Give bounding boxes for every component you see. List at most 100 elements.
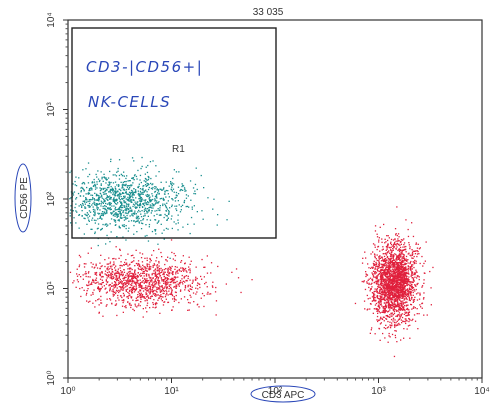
data-point — [125, 263, 127, 265]
data-point — [75, 185, 78, 187]
data-point — [401, 276, 404, 278]
data-point — [105, 274, 107, 276]
data-point — [400, 255, 402, 257]
data-point — [105, 177, 107, 179]
data-point — [371, 278, 373, 281]
data-point — [83, 217, 85, 219]
data-point — [390, 315, 392, 317]
data-point — [139, 294, 141, 296]
data-point — [163, 271, 165, 273]
data-point — [167, 269, 169, 271]
data-point — [396, 263, 399, 265]
data-point — [173, 279, 175, 281]
data-point — [387, 320, 389, 323]
data-point — [100, 188, 102, 190]
data-point — [155, 233, 157, 235]
data-point — [70, 205, 72, 207]
data-point — [81, 215, 83, 217]
data-point — [382, 316, 385, 318]
data-point — [123, 277, 125, 280]
data-point — [422, 298, 425, 300]
data-point — [397, 271, 399, 273]
data-point — [139, 198, 141, 200]
data-point — [102, 315, 104, 317]
data-point — [405, 219, 407, 221]
data-point — [403, 293, 405, 296]
data-point — [149, 307, 151, 309]
data-point — [88, 173, 91, 176]
data-point — [164, 283, 166, 285]
data-point — [379, 304, 381, 306]
data-point — [387, 311, 389, 313]
data-point — [110, 208, 112, 210]
data-point — [88, 220, 90, 222]
data-point — [115, 224, 117, 226]
data-point — [167, 301, 170, 303]
data-point — [135, 190, 137, 193]
data-point — [163, 229, 165, 231]
data-point — [137, 204, 139, 207]
data-point — [405, 294, 407, 296]
data-point — [393, 247, 395, 249]
data-point — [115, 283, 117, 285]
data-point — [96, 207, 98, 209]
data-point — [129, 193, 132, 195]
data-point — [114, 206, 117, 208]
data-point — [203, 305, 205, 308]
data-point — [392, 282, 394, 284]
data-point — [187, 289, 190, 291]
data-point — [149, 257, 151, 260]
data-point — [389, 278, 391, 280]
data-point — [392, 286, 394, 288]
data-point — [160, 251, 162, 254]
data-point — [128, 204, 130, 206]
data-point — [394, 268, 396, 271]
data-point — [391, 278, 394, 281]
data-point — [397, 269, 399, 271]
data-point — [423, 282, 425, 284]
data-point — [146, 290, 149, 292]
data-point — [131, 177, 133, 179]
data-point — [377, 312, 379, 314]
data-point — [151, 203, 153, 205]
data-point — [401, 262, 403, 264]
data-point — [163, 282, 165, 284]
data-point — [100, 205, 102, 207]
data-point — [217, 214, 219, 216]
data-point — [142, 316, 144, 318]
data-point — [178, 171, 180, 173]
data-point — [378, 264, 380, 267]
data-point — [389, 279, 391, 282]
data-point — [408, 295, 410, 297]
data-point — [408, 284, 410, 286]
data-point — [405, 319, 407, 322]
data-point — [96, 203, 99, 205]
data-point — [138, 193, 140, 195]
data-point — [141, 286, 143, 288]
data-point — [389, 304, 391, 306]
data-point — [174, 259, 176, 262]
data-point — [106, 272, 109, 274]
data-point — [415, 269, 417, 271]
data-point — [392, 304, 395, 306]
data-point — [125, 210, 127, 212]
data-point — [194, 278, 197, 280]
data-point — [384, 278, 386, 280]
data-point — [116, 236, 118, 238]
data-point — [406, 304, 408, 306]
data-point — [393, 282, 396, 284]
data-point — [371, 280, 374, 282]
data-point — [397, 319, 400, 321]
data-point — [383, 302, 385, 304]
data-point — [387, 287, 389, 289]
data-point — [399, 281, 401, 283]
data-point — [366, 281, 368, 283]
data-point — [371, 272, 373, 274]
data-point — [109, 298, 111, 300]
data-point — [199, 286, 201, 289]
data-point — [131, 214, 133, 216]
data-point — [136, 215, 138, 217]
data-point — [398, 290, 400, 292]
data-point — [374, 297, 376, 299]
data-point — [371, 292, 374, 294]
